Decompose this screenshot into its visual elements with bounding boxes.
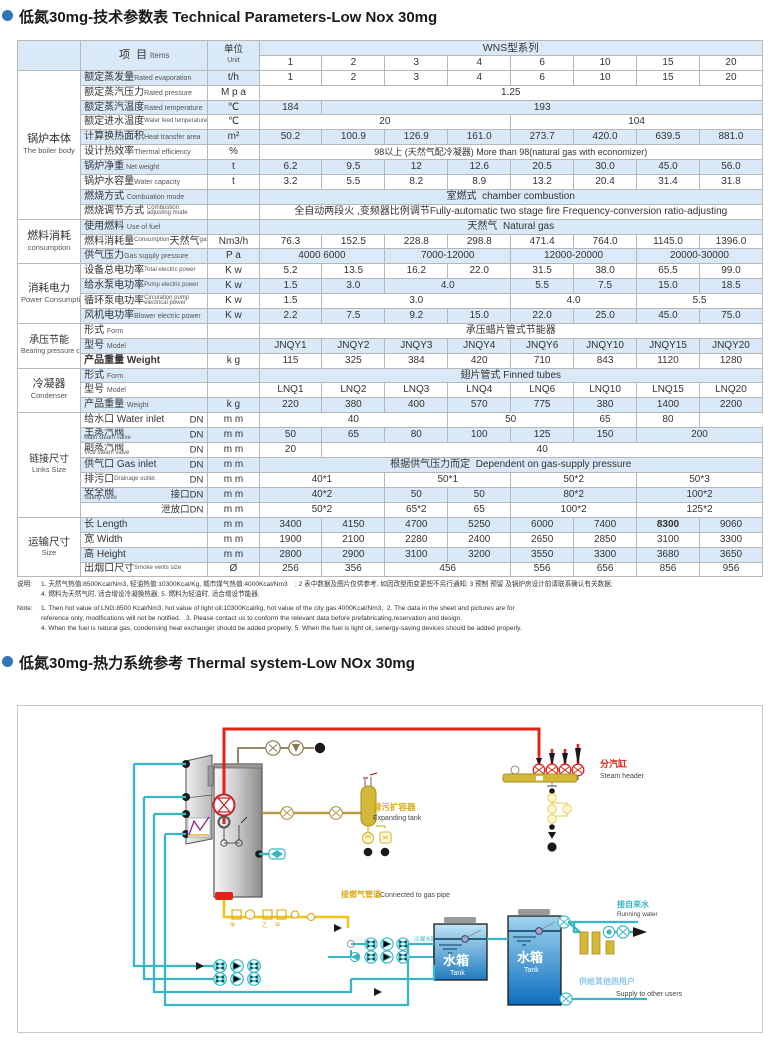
svg-text:Supply to other users: Supply to other users [616, 991, 683, 998]
svg-text:接自来水: 接自来水 [617, 899, 650, 909]
svg-text:排污扩容器: 排污扩容器 [373, 802, 416, 812]
svg-text:甲: 甲 [230, 922, 235, 929]
svg-text:分汽缸: 分汽缸 [600, 758, 627, 769]
svg-text:Steam header: Steam header [600, 773, 645, 780]
svg-text:乙: 乙 [262, 922, 268, 929]
svg-text:Expanding tank: Expanding tank [373, 815, 422, 822]
svg-text:水箱: 水箱 [443, 953, 469, 968]
svg-text:接燃气管道: 接燃气管道 [341, 889, 381, 899]
svg-text:Tank: Tank [524, 967, 539, 974]
svg-text:Tank: Tank [450, 970, 465, 977]
svg-text:Connected to gas pipe: Connected to gas pipe [380, 892, 450, 899]
svg-text:水箱: 水箱 [517, 950, 543, 965]
svg-text:甲: 甲 [275, 922, 280, 929]
svg-text:Running water: Running water [617, 911, 658, 918]
svg-text:供给其他热用户: 供给其他热用户 [578, 976, 635, 986]
